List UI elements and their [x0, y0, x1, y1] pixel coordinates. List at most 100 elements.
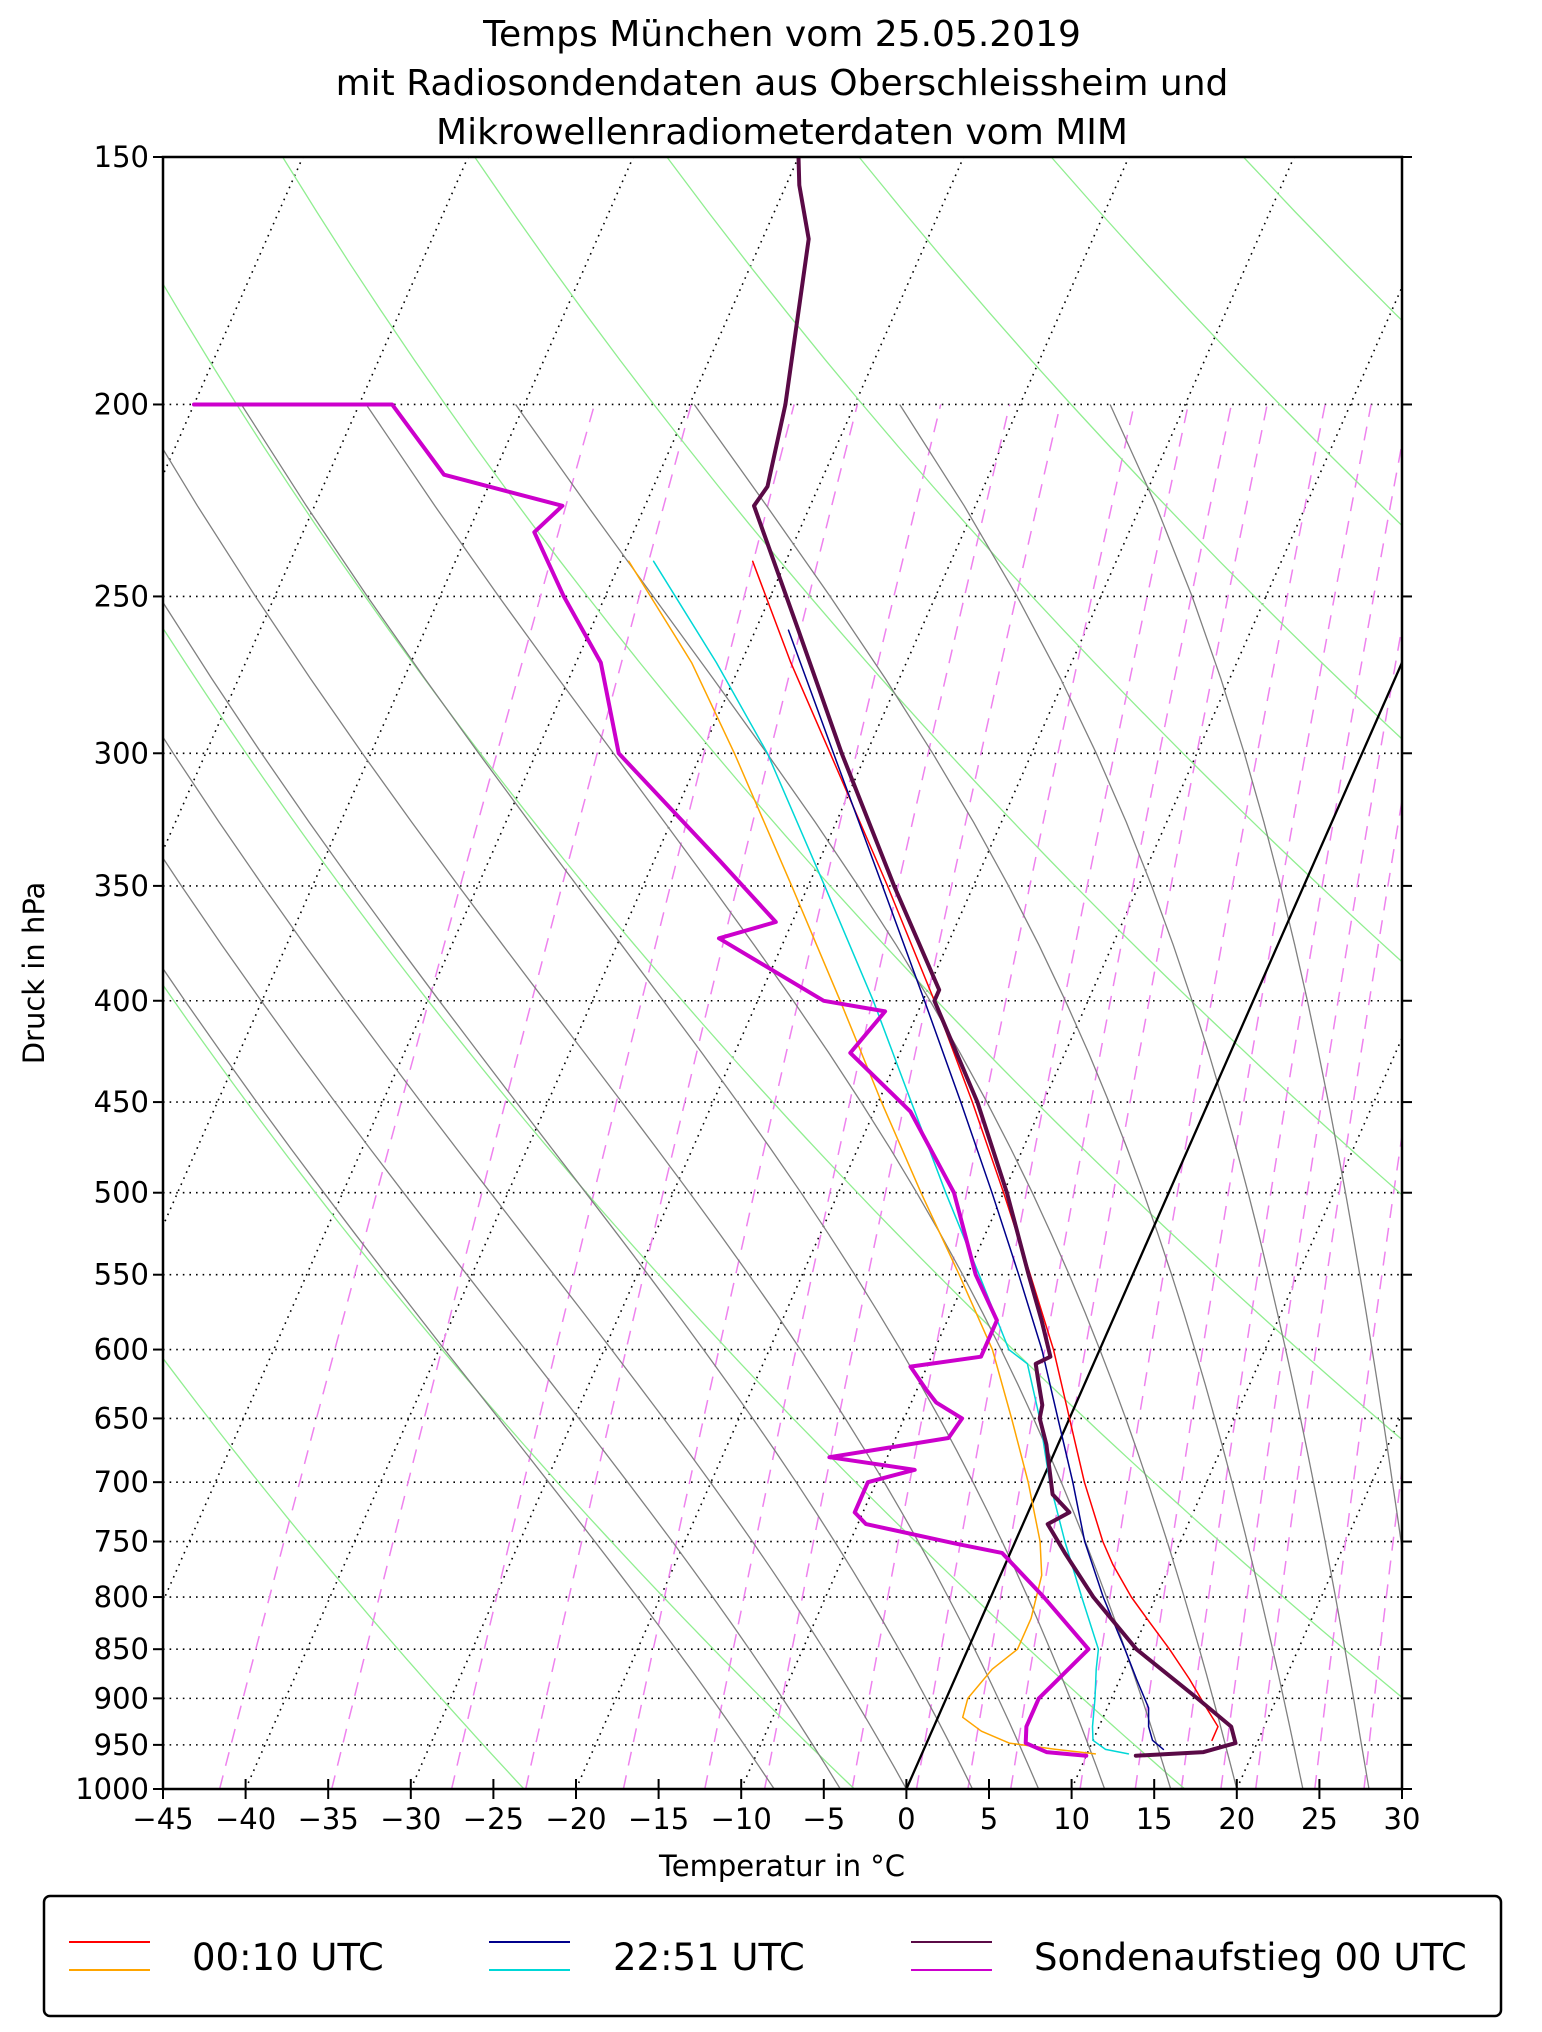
moist-adiabat-line — [693, 404, 1304, 1789]
series-line-1 — [628, 560, 1097, 1755]
title-line-2: mit Radiosondendaten aus Oberschleisshei… — [336, 63, 1229, 104]
x-tick-label: −25 — [463, 1802, 524, 1836]
isotherm-line — [575, 157, 1295, 1789]
mixing-ratio-line — [1079, 404, 1326, 1789]
legend-box — [42, 1894, 1503, 2018]
y-tick-label: 250 — [94, 579, 149, 613]
moist-adiabat-line — [163, 601, 974, 1789]
moist-adiabat-line — [163, 736, 907, 1789]
y-tick-label: 650 — [94, 1401, 149, 1435]
title-line-3: Mikrowellenradiometerdaten vom MIM — [436, 112, 1128, 153]
mixing-ratio-line — [1363, 1464, 1402, 1789]
mixing-ratio-line — [851, 404, 1135, 1789]
x-tick-label: −45 — [132, 1802, 193, 1836]
legend-label-sonde: Sondenaufstieg 00 UTC — [1034, 1936, 1467, 1979]
mixing-ratio-line — [967, 404, 1233, 1789]
series-line-5 — [192, 402, 1091, 1758]
mixing-ratio-lines — [218, 404, 1402, 1789]
x-tick-label: −40 — [215, 1802, 276, 1836]
x-tick-label: −30 — [380, 1802, 441, 1836]
moist-adiabat-line — [1109, 404, 1402, 1553]
y-tick-label: 300 — [94, 736, 149, 770]
moist-adiabat-line — [899, 404, 1370, 1789]
mixing-ratio-line — [1134, 404, 1372, 1789]
dry-adiabat-line — [666, 157, 1402, 963]
x-tick-label: 25 — [1301, 1802, 1338, 1836]
isotherm-line — [163, 157, 635, 1228]
y-tick-label: 400 — [94, 984, 149, 1018]
x-tick-label: 5 — [980, 1802, 998, 1836]
x-axis-label: Temperatur in °C — [658, 1849, 905, 1883]
legend-label-2251: 22:51 UTC — [613, 1936, 805, 1979]
isotherm-line — [1236, 1411, 1402, 1789]
chart-title: Temps München vom 25.05.2019 mit Radioso… — [336, 14, 1229, 153]
y-tick-label: 900 — [94, 1681, 149, 1715]
isotherm-line — [163, 157, 800, 1604]
x-tick-label: −10 — [711, 1802, 772, 1836]
dry-adiabat-line — [858, 157, 1402, 740]
x-tick-label: 0 — [897, 1802, 915, 1836]
y-tick-label: 550 — [94, 1258, 149, 1292]
x-tick-label: −35 — [298, 1802, 359, 1836]
title-line-1: Temps München vom 25.05.2019 — [482, 14, 1081, 55]
x-tick-label: −5 — [802, 1802, 845, 1836]
x-tick-label: −15 — [628, 1802, 689, 1836]
x-tick-label: 10 — [1053, 1802, 1090, 1836]
y-axis-label: Druck in hPa — [17, 882, 51, 1065]
legend-label-0010: 00:10 UTC — [192, 1936, 384, 1979]
x-tick-label: 30 — [1384, 1802, 1421, 1836]
y-tick-label: 350 — [94, 869, 149, 903]
mixing-ratio-line — [1220, 622, 1402, 1789]
moist-adiabat-line — [163, 967, 775, 1789]
moist-adiabat-line — [163, 447, 1040, 1789]
isotherm-line — [1070, 1036, 1402, 1789]
x-tick-label: 20 — [1218, 1802, 1255, 1836]
y-tick-label: 850 — [94, 1632, 149, 1666]
y-tick-label: 950 — [94, 1728, 149, 1762]
mixing-ratio-line — [450, 404, 795, 1789]
mixing-ratio-line — [915, 404, 1190, 1789]
y-tick-label: 200 — [94, 387, 149, 421]
plot-frame — [161, 155, 1404, 1791]
mixing-ratio-line — [218, 404, 596, 1789]
y-tick-label: 800 — [94, 1580, 149, 1614]
zero-isotherm-line — [905, 659, 1402, 1789]
series-line-0 — [751, 560, 1219, 1742]
mixing-ratio-line — [622, 404, 942, 1789]
y-tick-label: 700 — [94, 1465, 149, 1499]
y-tick-label: 1000 — [75, 1772, 149, 1806]
series-line-2 — [787, 629, 1165, 1751]
dry-adiabat-line — [474, 157, 1402, 1196]
mixing-ratio-line — [330, 404, 692, 1789]
mixing-ratio-line — [1254, 796, 1402, 1789]
y-tick-label: 750 — [94, 1525, 149, 1559]
isotherm-line — [244, 157, 965, 1789]
y-axis-ticks: 150 200 250 300 350 400 450 500 550 600 650 700 750 8… — [75, 140, 1412, 1806]
isotherm-line — [163, 157, 304, 477]
x-axis-ticks: −45 −40 −35 −30 −25 −20 −15 −10 −5 0 5 10 15 20 25 30 — [132, 1779, 1420, 1836]
x-tick-label: −20 — [545, 1802, 606, 1836]
y-tick-label: 600 — [94, 1333, 149, 1367]
mixing-ratio-line — [524, 404, 859, 1789]
y-tick-label: 500 — [94, 1176, 149, 1210]
dry-adiabat-line — [163, 627, 1186, 1789]
mixing-ratio-line — [763, 404, 1062, 1789]
x-tick-label: 15 — [1136, 1802, 1173, 1836]
isotherm-line — [410, 157, 1130, 1789]
y-tick-label: 150 — [94, 140, 149, 174]
y-tick-label: 450 — [94, 1085, 149, 1119]
mixing-ratio-line — [1009, 404, 1268, 1789]
moist-adiabat-line — [240, 404, 1106, 1789]
dry-adiabat-line — [282, 157, 1402, 1441]
series-line-4 — [752, 157, 1238, 1758]
legend: 00:10 UTC 22:51 UTC Sondenaufstieg 00 UT… — [42, 1894, 1503, 2018]
moist-adiabat-line — [163, 857, 841, 1789]
dry-adiabat-line — [163, 984, 855, 1789]
zero-isotherm — [905, 659, 1402, 1789]
mixing-ratio-line — [1314, 1130, 1402, 1789]
dry-adiabat-line — [163, 1357, 525, 1789]
data-series — [192, 157, 1238, 1758]
mixing-ratio-line — [1180, 439, 1402, 1789]
